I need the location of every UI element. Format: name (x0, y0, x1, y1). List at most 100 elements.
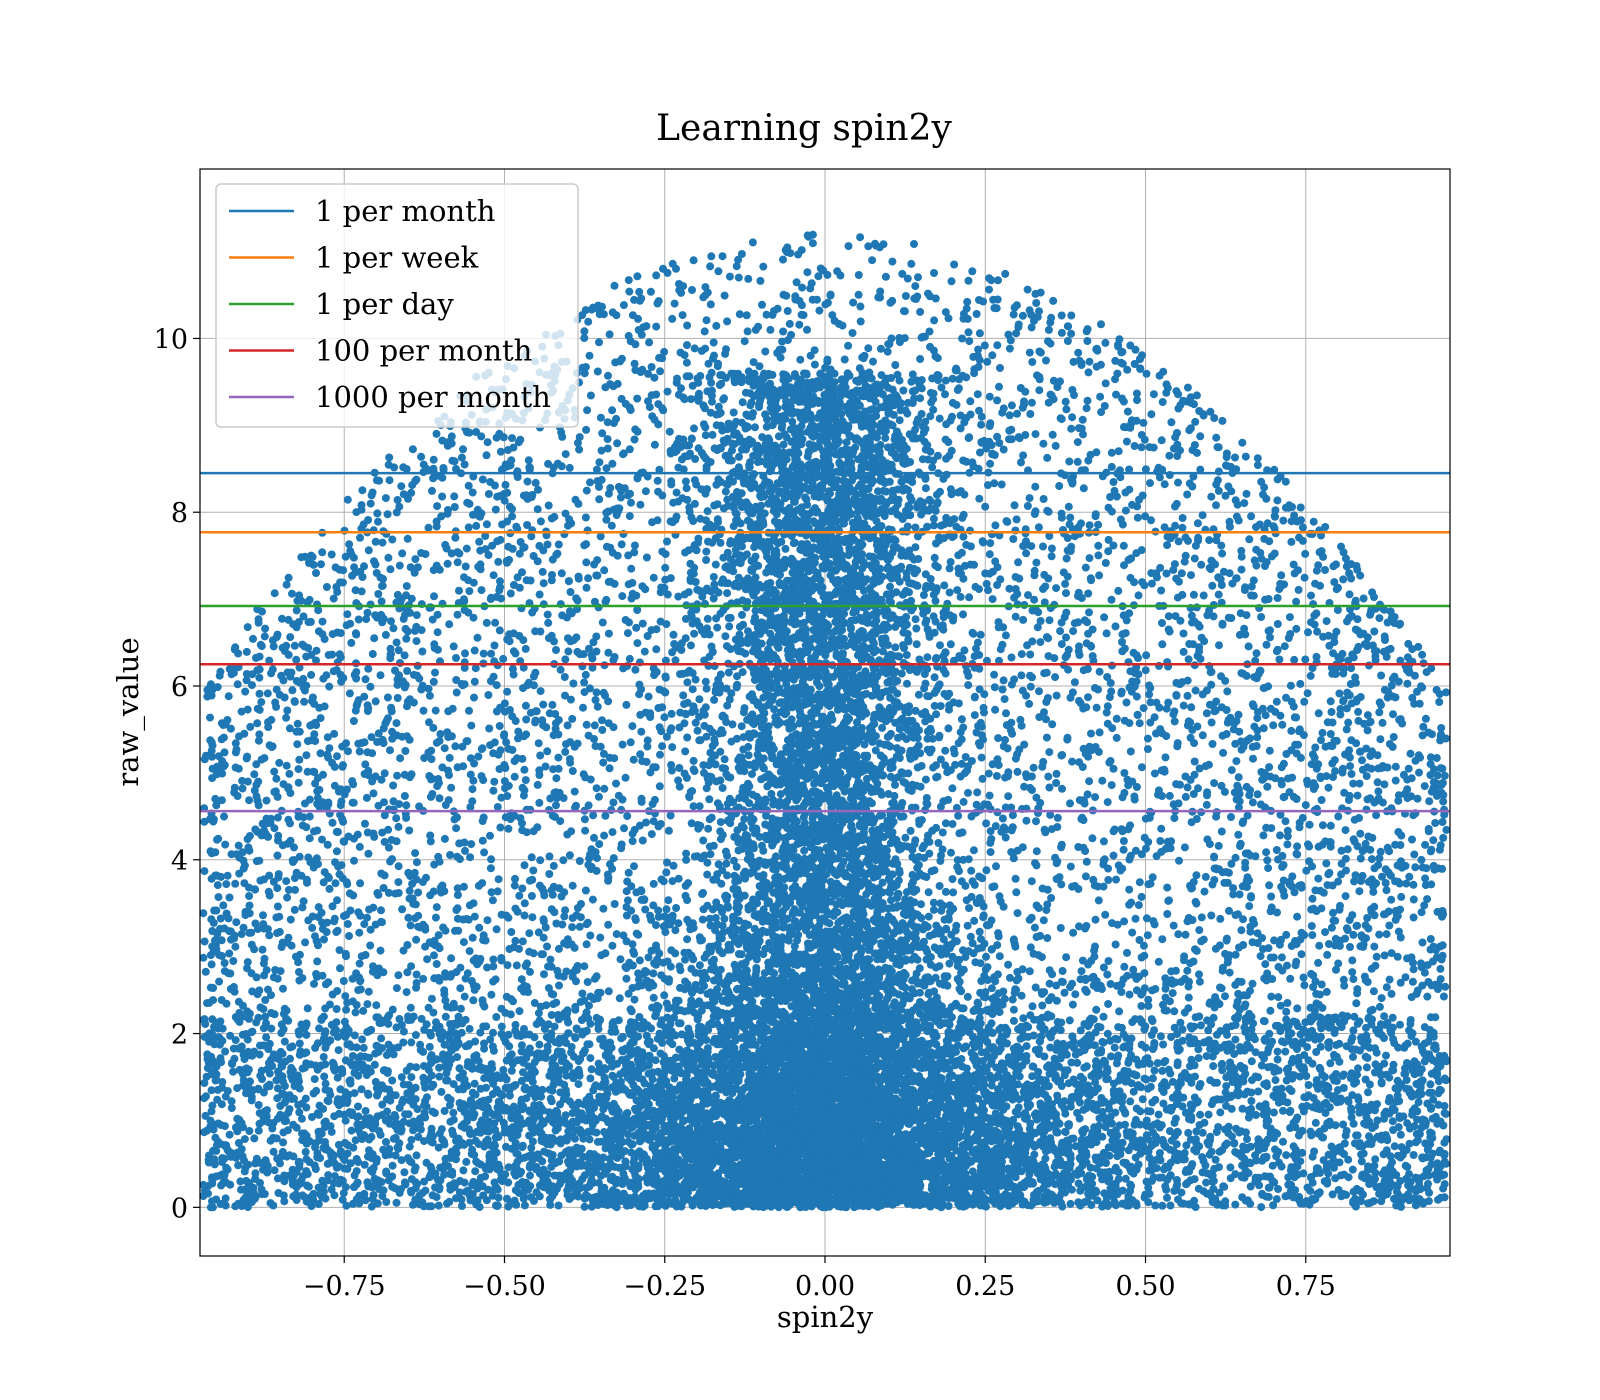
scatter-point (1007, 653, 1016, 662)
scatter-point (740, 815, 749, 824)
scatter-point (1327, 923, 1336, 932)
scatter-point (1143, 745, 1152, 754)
scatter-point (453, 558, 462, 567)
scatter-point (405, 1142, 414, 1151)
scatter-point (1143, 931, 1152, 940)
scatter-point (216, 1054, 225, 1063)
scatter-point (789, 539, 798, 548)
scatter-point (322, 928, 331, 937)
scatter-point (568, 714, 577, 723)
scatter-point (767, 789, 776, 798)
scatter-point (540, 970, 548, 979)
scatter-point (1440, 771, 1449, 780)
scatter-point (964, 276, 973, 285)
scatter-point (891, 361, 900, 369)
scatter-point (965, 337, 974, 346)
scatter-point (449, 1108, 458, 1117)
scatter-point (1081, 872, 1090, 881)
scatter-point (1081, 563, 1090, 572)
scatter-point (959, 532, 968, 541)
scatter-point (1104, 876, 1113, 884)
scatter-point (1026, 1011, 1035, 1020)
scatter-point (661, 563, 670, 572)
scatter-point (1039, 916, 1048, 925)
scatter-point (484, 490, 493, 498)
scatter-point (383, 693, 392, 702)
scatter-point (1068, 386, 1077, 394)
scatter-point (992, 772, 1001, 780)
scatter-point (309, 1089, 318, 1098)
scatter-point (1175, 856, 1183, 865)
scatter-point (986, 838, 995, 847)
scatter-point (412, 970, 421, 979)
scatter-point (629, 755, 638, 764)
scatter-point (1187, 611, 1196, 620)
scatter-point (1155, 1149, 1164, 1157)
scatter-point (911, 615, 920, 624)
scatter-point (1187, 571, 1195, 580)
scatter-point (1271, 1076, 1280, 1085)
scatter-point (398, 549, 407, 558)
scatter-point (443, 559, 452, 568)
scatter-point (313, 957, 322, 966)
scatter-point (994, 734, 1003, 743)
scatter-point (1144, 995, 1153, 1004)
scatter-point (774, 432, 783, 441)
scatter-point (612, 930, 621, 939)
scatter-point (720, 755, 729, 764)
scatter-point (395, 561, 404, 570)
scatter-point (538, 567, 547, 576)
scatter-point (294, 765, 303, 774)
scatter-point (953, 586, 962, 595)
scatter-point (424, 523, 433, 532)
scatter-point (356, 533, 364, 542)
scatter-point (1026, 410, 1035, 418)
scatter-point (598, 726, 607, 734)
scatter-point (412, 935, 421, 944)
scatter-point (1218, 731, 1227, 740)
scatter-point (951, 366, 960, 375)
scatter-point (1173, 429, 1181, 437)
scatter-point (742, 311, 751, 320)
scatter-point (580, 678, 589, 687)
scatter-point (602, 515, 611, 524)
scatter-point (1272, 697, 1281, 706)
scatter-point (630, 995, 639, 1004)
scatter-point (1013, 409, 1021, 418)
scatter-point (386, 746, 394, 755)
scatter-point (552, 774, 561, 783)
scatter-point (948, 412, 956, 421)
scatter-point (358, 486, 367, 495)
scatter-point (507, 928, 516, 936)
scatter-point (1307, 969, 1316, 978)
scatter-point (559, 856, 568, 865)
scatter-point (1112, 875, 1120, 884)
scatter-point (630, 295, 639, 304)
scatter-point (1236, 842, 1244, 850)
scatter-point (1389, 710, 1397, 719)
scatter-point (377, 597, 386, 606)
scatter-point (856, 317, 865, 326)
scatter-point (796, 355, 805, 364)
scatter-point (470, 693, 478, 702)
scatter-point (930, 269, 938, 277)
scatter-point (990, 670, 999, 679)
scatter-point (833, 267, 842, 276)
scatter-point (292, 655, 301, 664)
scatter-point (721, 632, 730, 641)
scatter-point (283, 706, 292, 715)
scatter-point (1304, 1081, 1313, 1089)
scatter-point (1270, 465, 1279, 474)
scatter-point (876, 344, 885, 353)
scatter-point (311, 932, 319, 941)
scatter-point (1358, 756, 1366, 765)
scatter-point (1279, 1137, 1287, 1146)
scatter-point (627, 498, 635, 507)
scatter-point (699, 836, 708, 845)
scatter-point (901, 833, 910, 842)
scatter-point (1159, 1040, 1168, 1049)
scatter-point (924, 888, 933, 897)
scatter-point (486, 831, 494, 840)
scatter-point (608, 406, 617, 415)
scatter-point (997, 480, 1006, 489)
